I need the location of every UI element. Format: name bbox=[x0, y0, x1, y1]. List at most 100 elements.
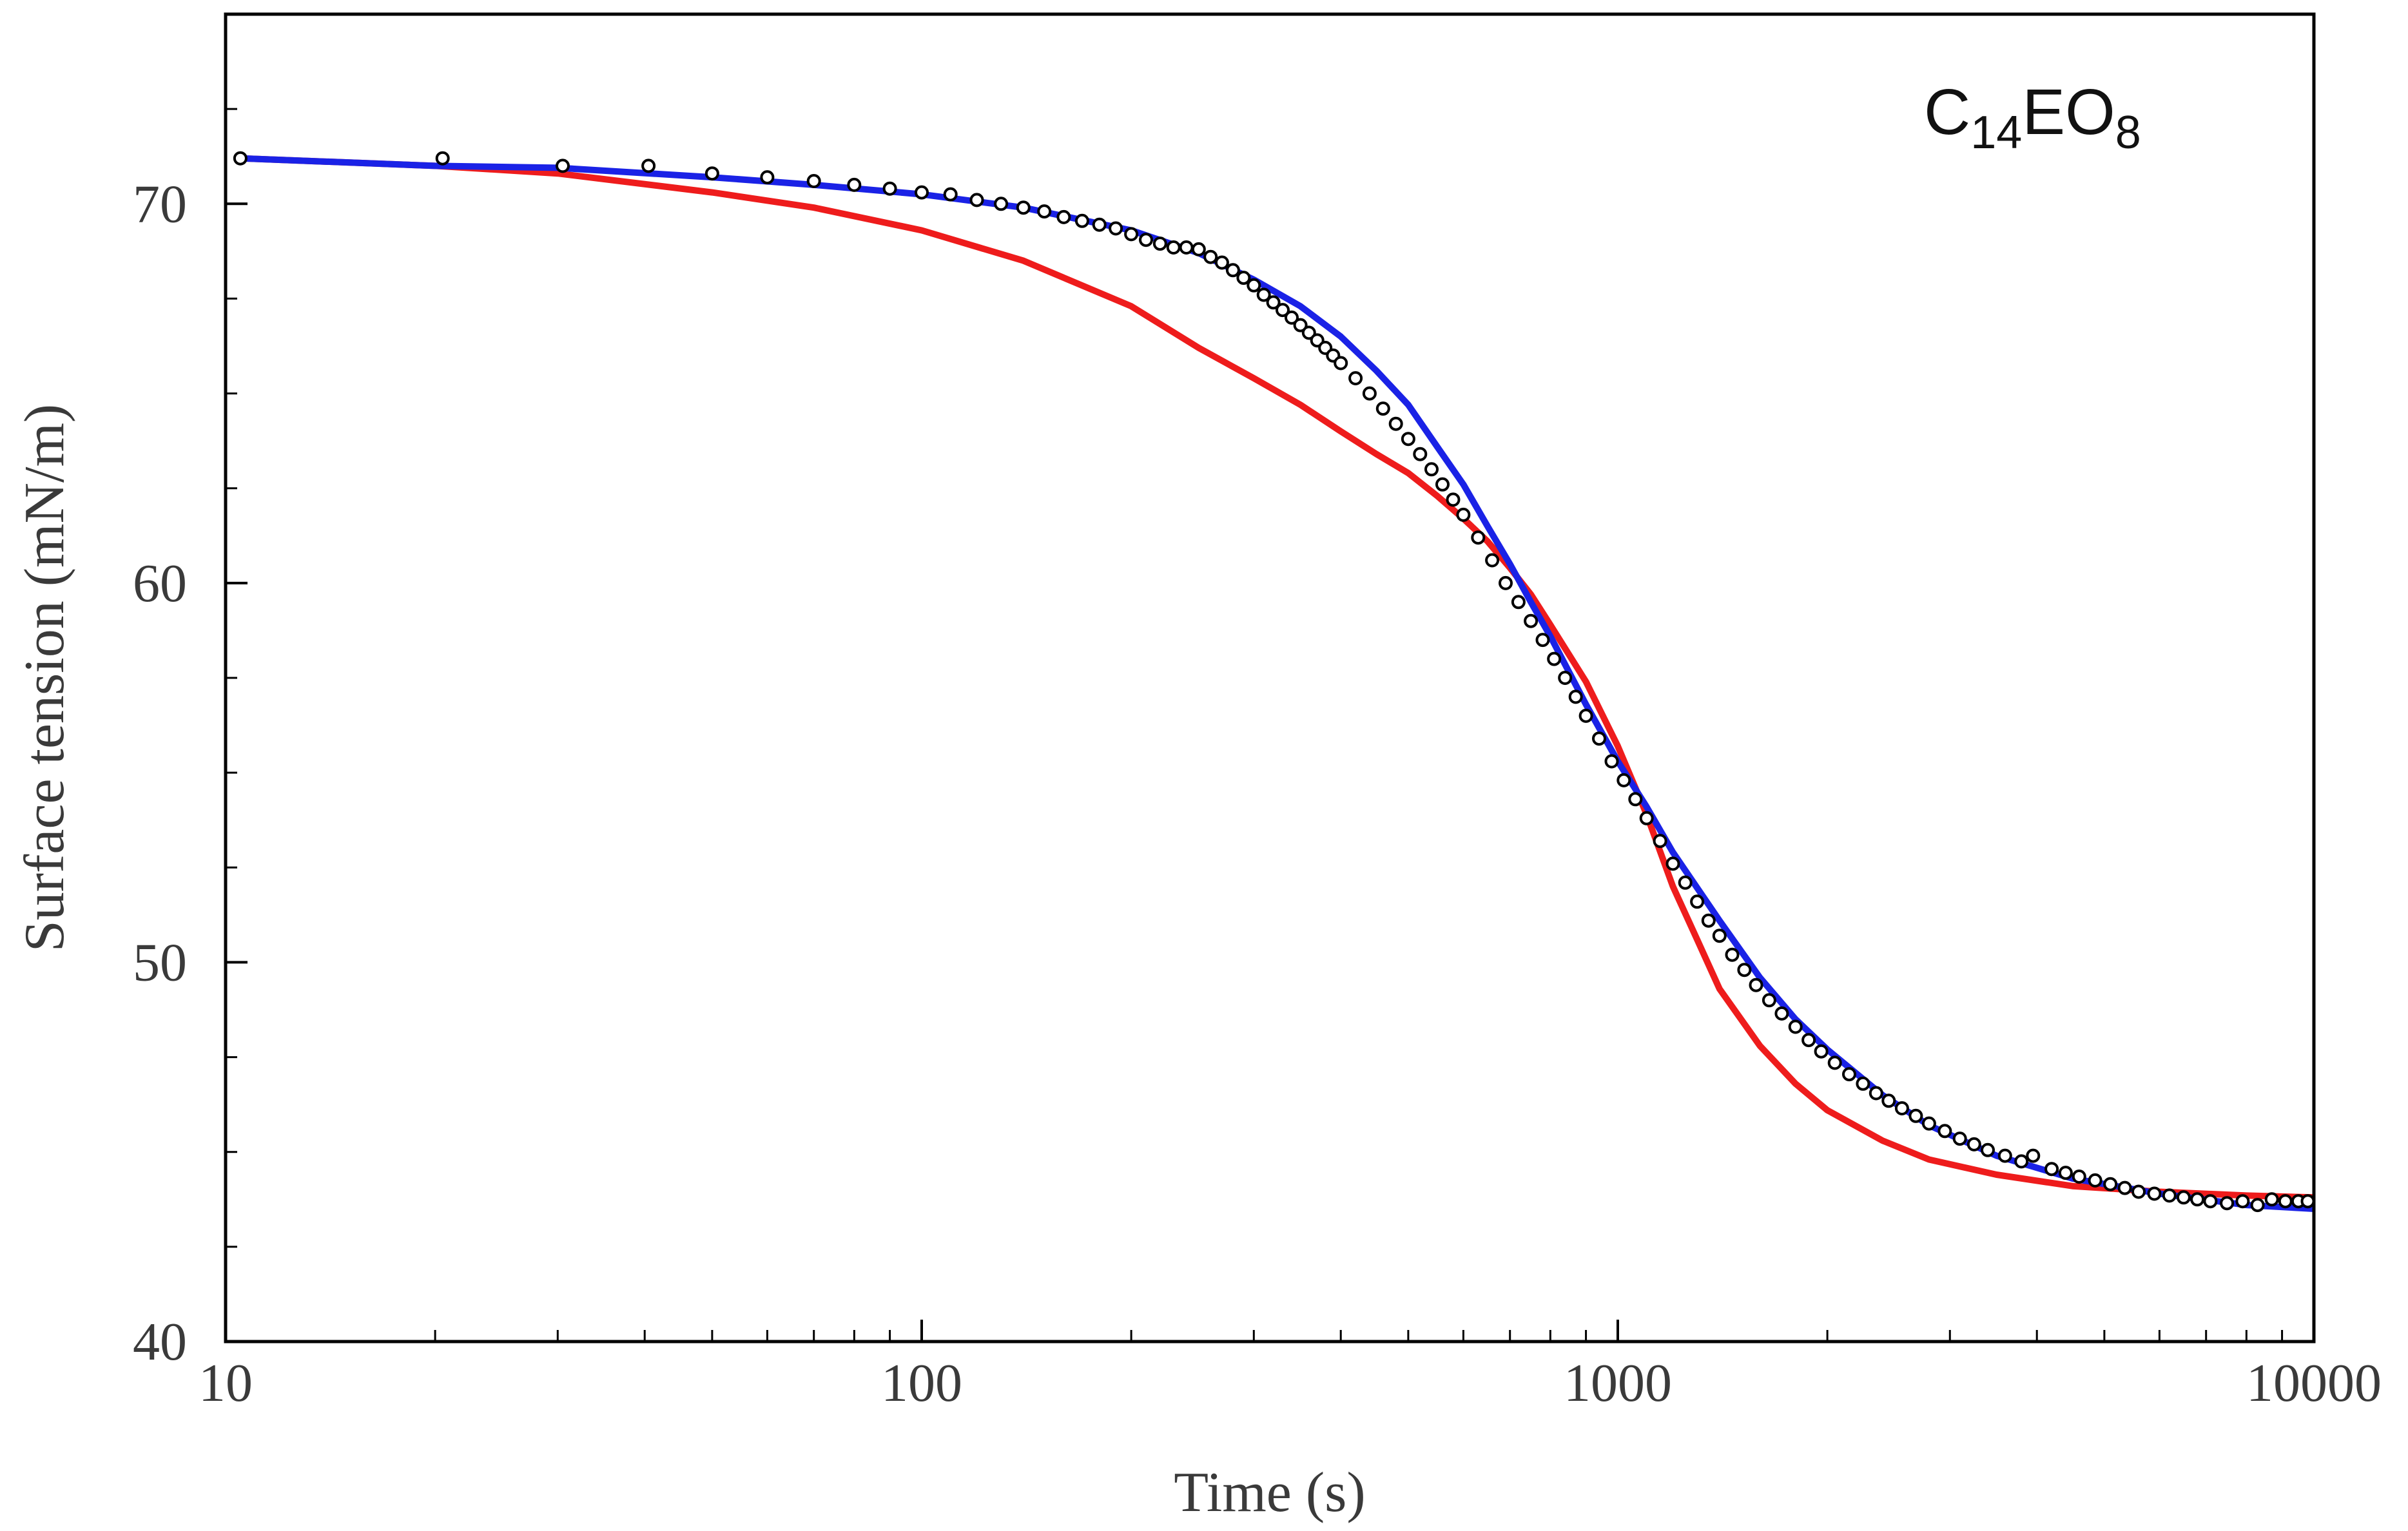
blue-model-curve bbox=[237, 155, 2314, 1212]
experimental-point bbox=[1592, 731, 1606, 746]
annotation-base: C bbox=[1924, 76, 1970, 148]
experimental-point bbox=[1348, 371, 1363, 385]
x-axis-title: Time (s) bbox=[1174, 1461, 1365, 1524]
experimental-point bbox=[1285, 310, 1299, 325]
experimental-point bbox=[1617, 773, 1631, 787]
experimental-point bbox=[1639, 811, 1654, 825]
experimental-point bbox=[1179, 240, 1194, 255]
experimental-point bbox=[1471, 530, 1486, 545]
experimental-point bbox=[2220, 1196, 2235, 1211]
y-tick-label: 40 bbox=[133, 1312, 187, 1372]
experimental-point bbox=[1334, 356, 1348, 371]
experimental-point bbox=[806, 174, 821, 188]
experimental-point bbox=[1109, 221, 1123, 236]
experimental-point bbox=[1908, 1108, 1923, 1123]
experimental-point bbox=[1236, 271, 1251, 285]
experimental-point bbox=[1214, 255, 1229, 270]
experimental-point bbox=[994, 197, 1009, 211]
experimental-point bbox=[1152, 236, 1167, 251]
experimental-point bbox=[1016, 200, 1031, 215]
x-tick-label: 10000 bbox=[2246, 1353, 2382, 1413]
experimental-point bbox=[2235, 1194, 2250, 1209]
experimental-point bbox=[1124, 227, 1139, 242]
experimental-point bbox=[1301, 325, 1316, 340]
annotation-mid: EO bbox=[2022, 76, 2115, 148]
experimental-point bbox=[556, 159, 570, 173]
experimental-point bbox=[1604, 754, 1619, 769]
experimental-point bbox=[1701, 913, 1716, 928]
experimental-point bbox=[2044, 1162, 2059, 1177]
experimental-point bbox=[1413, 447, 1428, 461]
experimental-point bbox=[847, 177, 862, 192]
experimental-point bbox=[943, 187, 958, 202]
experimental-point bbox=[2014, 1154, 2029, 1169]
experimental-point bbox=[1266, 295, 1281, 310]
series-layer bbox=[233, 151, 2314, 1213]
experimental-point bbox=[1762, 993, 1776, 1008]
experimental-point bbox=[2147, 1186, 2162, 1201]
axis-ticks bbox=[224, 13, 2315, 1343]
experimental-point bbox=[1690, 894, 1705, 909]
experimental-point bbox=[1966, 1137, 1981, 1151]
experimental-point bbox=[1056, 209, 1071, 224]
experimental-point bbox=[1725, 947, 1740, 962]
experimental-point bbox=[915, 185, 929, 200]
experimental-point bbox=[1653, 834, 1667, 849]
experimental-point bbox=[1814, 1044, 1829, 1059]
experimental-point bbox=[1456, 507, 1471, 522]
experimental-point bbox=[1937, 1124, 1952, 1139]
experimental-point bbox=[1037, 204, 1052, 219]
experimental-point bbox=[1578, 708, 1593, 723]
experimental-point bbox=[1774, 1006, 1789, 1021]
experimental-point bbox=[1869, 1086, 1883, 1101]
experimental-point bbox=[969, 193, 984, 207]
experimental-point bbox=[1362, 386, 1377, 401]
experimental-point bbox=[2300, 1194, 2314, 1209]
experimental-point bbox=[1801, 1033, 1816, 1048]
experimental-point bbox=[641, 159, 656, 173]
experimental-point bbox=[2131, 1184, 2146, 1199]
experimental-point bbox=[1558, 671, 1573, 685]
experimental-point bbox=[2088, 1173, 2102, 1188]
experimental-point bbox=[1535, 633, 1550, 648]
annotation-subscript-1: 14 bbox=[1970, 107, 2022, 159]
experimental-point bbox=[1678, 875, 1693, 890]
experimental-point bbox=[1092, 217, 1107, 232]
experimental-point bbox=[1665, 856, 1680, 871]
experimental-point bbox=[1749, 977, 1763, 992]
experimental-point bbox=[1997, 1148, 2012, 1163]
experimental-point bbox=[435, 151, 450, 166]
experimental-point bbox=[1827, 1055, 1842, 1070]
experimental-point bbox=[1628, 792, 1643, 807]
experimental-point bbox=[1952, 1131, 1967, 1146]
experimental-point bbox=[2278, 1194, 2293, 1209]
x-tick-label: 10 bbox=[199, 1353, 253, 1413]
y-axis-title: Surface tension (mN/m) bbox=[14, 404, 76, 952]
experimental-point bbox=[1712, 929, 1727, 943]
experimental-point bbox=[2176, 1190, 2191, 1205]
axis-tick-labels: 10 100 1000 10000 40 50 60 70 bbox=[133, 174, 2382, 1413]
experimental-point bbox=[2117, 1180, 2132, 1195]
experimental-point bbox=[1375, 401, 1390, 416]
experimental-point bbox=[2162, 1188, 2177, 1203]
experimental-point bbox=[1446, 492, 1461, 507]
experimental-point bbox=[1293, 318, 1308, 332]
experimental-point bbox=[1568, 689, 1583, 704]
experimental-point bbox=[1166, 240, 1181, 255]
experimental-point bbox=[1256, 287, 1271, 302]
experimental-point bbox=[2103, 1177, 2118, 1191]
experimental-point bbox=[1276, 303, 1290, 318]
experimental-point bbox=[2072, 1170, 2086, 1184]
compound-annotation: C14EO8 bbox=[1924, 76, 2141, 159]
plot-area-frame bbox=[224, 12, 2316, 1343]
y-tick-label: 70 bbox=[133, 174, 187, 234]
experimental-point bbox=[1856, 1076, 1870, 1091]
experimental-point bbox=[760, 170, 775, 185]
experimental-point bbox=[1074, 213, 1089, 228]
experimental-point bbox=[1388, 416, 1403, 431]
experimental-point bbox=[2026, 1148, 2041, 1163]
experimental-point bbox=[1881, 1093, 1896, 1108]
experimental-point bbox=[1524, 613, 1539, 628]
experimental-point bbox=[2203, 1194, 2218, 1209]
y-tick-label: 50 bbox=[133, 932, 187, 992]
